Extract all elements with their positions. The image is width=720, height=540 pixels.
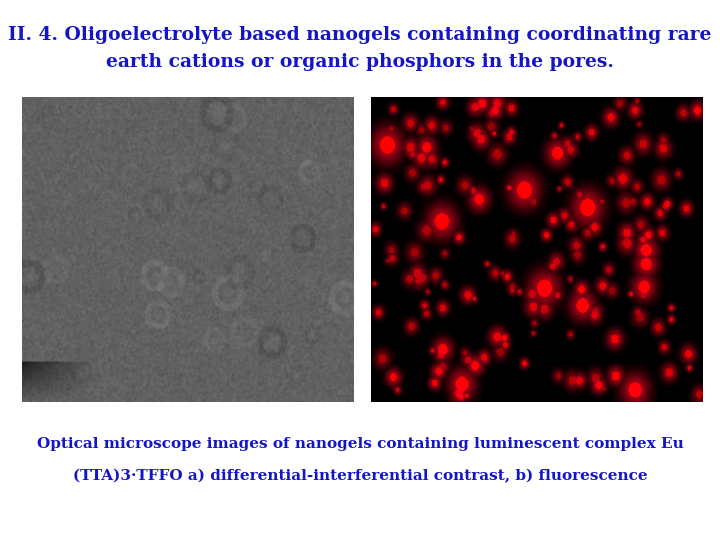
Text: (TTA)3·TFFO a) differential-interferential contrast, b) fluorescence: (TTA)3·TFFO a) differential-interferenti…: [73, 469, 647, 483]
Text: Optical microscope images of nanogels containing luminescent complex Eu: Optical microscope images of nanogels co…: [37, 437, 683, 451]
Text: II. 4. Oligoelectrolyte based nanogels containing coordinating rare: II. 4. Oligoelectrolyte based nanogels c…: [9, 26, 711, 44]
Text: earth cations or organic phosphors in the pores.: earth cations or organic phosphors in th…: [106, 53, 614, 71]
